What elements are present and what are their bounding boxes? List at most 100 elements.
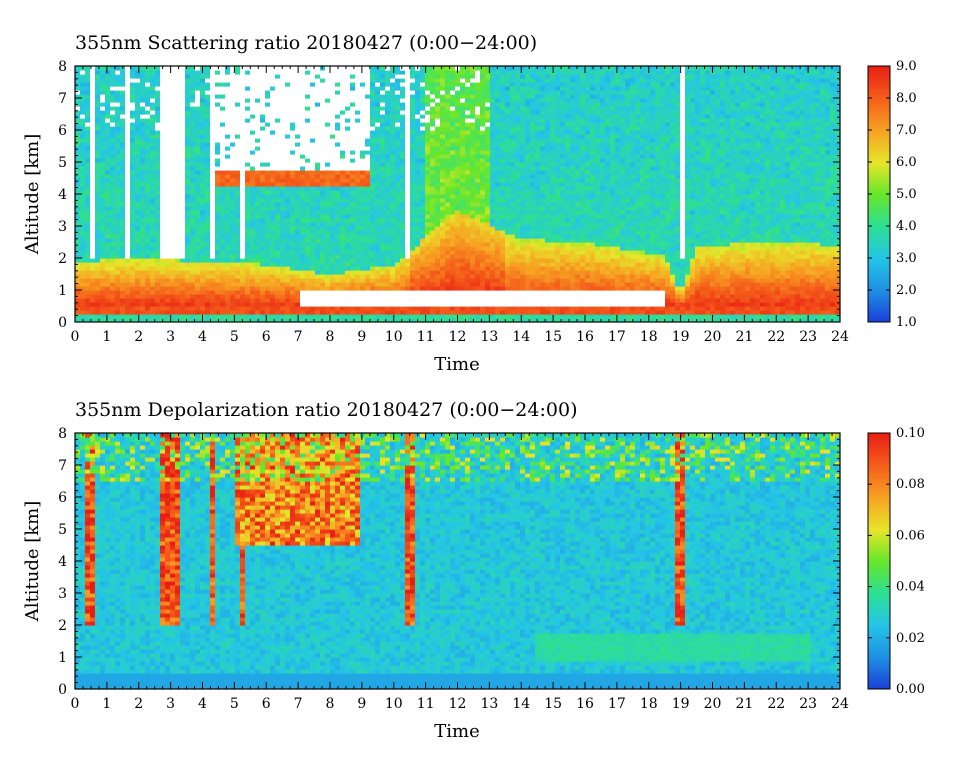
heatmap-cell [150,282,156,287]
heatmap-cell [265,266,271,271]
heatmap-cell [315,314,321,319]
heatmap-cell [110,70,116,75]
heatmap-cell [430,190,436,195]
heatmap-cell [410,310,416,315]
heatmap-cell [225,214,231,219]
heatmap-cell [320,122,326,127]
heatmap-cell [85,118,91,123]
heatmap-cell [355,122,361,127]
heatmap-cell [85,66,91,71]
heatmap-cell [95,226,101,231]
heatmap-cell [280,250,286,255]
heatmap-cell [360,258,366,263]
heatmap-cell [325,294,331,299]
heatmap-cell [225,82,231,87]
heatmap-cell [275,110,281,115]
heatmap-cell [155,234,161,239]
heatmap-cell [265,66,271,71]
heatmap-cell [85,294,91,299]
heatmap-cell [115,66,121,71]
heatmap-cell [145,194,151,199]
heatmap-cell [390,234,396,239]
heatmap-cell [305,130,311,135]
heatmap-cell [260,258,266,263]
heatmap-cell [290,254,296,259]
heatmap-cell [120,238,126,243]
heatmap-cell [425,222,431,227]
heatmap-cell [100,294,106,299]
heatmap-cell [405,186,411,191]
heatmap-cell [220,114,226,119]
heatmap-cell [115,170,121,175]
heatmap-cell [210,298,216,303]
heatmap-cell [375,294,381,299]
heatmap-cell [250,122,256,127]
heatmap-cell [275,90,281,95]
heatmap-cell [195,230,201,235]
heatmap-cell [285,158,291,163]
heatmap-cell [355,126,361,131]
heatmap-cell [110,266,116,271]
heatmap-cell [245,86,251,91]
heatmap-cell [360,298,366,303]
heatmap-cell [195,114,201,119]
heatmap-cell [120,174,126,179]
heatmap-cell [195,318,201,322]
heatmap-cell [225,294,231,299]
heatmap-cell [245,206,251,211]
heatmap-cell [125,138,131,143]
heatmap-cell [445,90,451,95]
heatmap-cell [275,138,281,143]
heatmap-cell [405,230,411,235]
heatmap-cell [275,182,281,187]
heatmap-cell [290,90,296,95]
heatmap-cell [270,66,276,71]
heatmap-cell [460,102,466,107]
heatmap-cell [350,166,356,171]
heatmap-cell [290,110,296,115]
heatmap-cell [345,126,351,131]
heatmap-cell [170,266,176,271]
heatmap-cell [275,98,281,103]
heatmap-cell [150,290,156,295]
heatmap-cell [75,270,81,275]
heatmap-cell [175,122,181,127]
heatmap-cell [300,270,306,275]
heatmap-cell [150,182,156,187]
heatmap-cell [75,218,81,223]
heatmap-cell [295,202,301,207]
heatmap-cell [390,254,396,259]
heatmap-cell [225,118,231,123]
heatmap-cell [295,94,301,99]
heatmap-cell [125,86,131,91]
heatmap-cell [165,250,171,255]
heatmap-cell [110,174,116,179]
heatmap-cell [135,78,141,83]
heatmap-cell [455,210,461,215]
heatmap-cell [345,222,351,227]
heatmap-cell [110,258,116,263]
heatmap-cell [225,318,231,322]
heatmap-cell [255,302,261,307]
heatmap-cell [195,298,201,303]
heatmap-cell [415,150,421,155]
heatmap-cell [250,206,256,211]
heatmap-cell [410,206,416,211]
heatmap-cell [240,98,246,103]
heatmap-cell [345,278,351,283]
heatmap-cell [390,238,396,243]
heatmap-cell [255,138,261,143]
heatmap-cell [320,202,326,207]
heatmap-cell [105,78,111,83]
heatmap-cell [330,74,336,79]
heatmap-cell [175,314,181,319]
heatmap-cell [175,98,181,103]
heatmap-cell [125,278,131,283]
heatmap-cell [350,146,356,151]
heatmap-cell [305,250,311,255]
heatmap-cell [360,78,366,83]
heatmap-cell [250,306,256,311]
heatmap-cell [240,170,246,175]
heatmap-cell [395,218,401,223]
heatmap-cell [90,118,96,123]
